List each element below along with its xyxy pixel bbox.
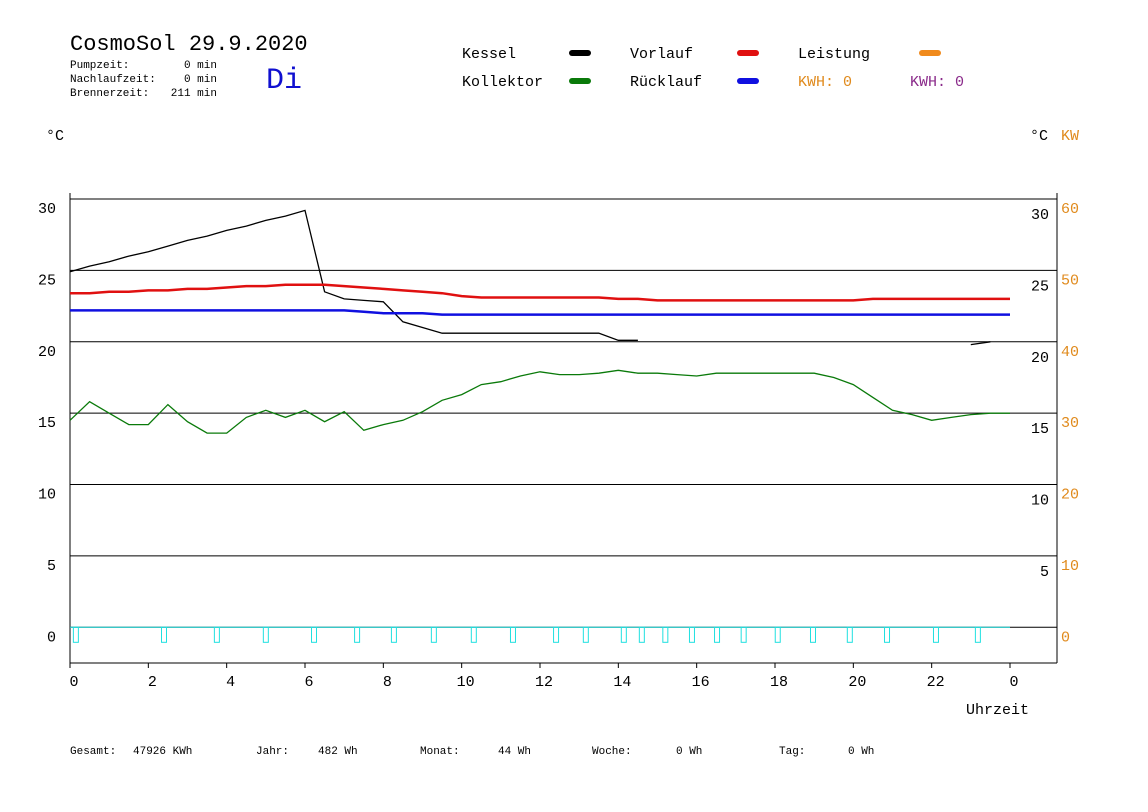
pump-pulse <box>470 626 477 643</box>
x-tick-label: 20 <box>848 674 866 691</box>
x-tick-label: 12 <box>535 674 553 691</box>
y-tick-label: 10 <box>38 487 56 504</box>
legend-label: Leistung <box>798 46 870 63</box>
kwh-total: KWH: 0 <box>798 74 852 91</box>
series-line <box>69 209 638 341</box>
pump-pulse <box>688 626 695 643</box>
footer-value: 0 Wh <box>848 746 874 758</box>
footer-label: Gesamt: <box>70 746 116 758</box>
stat-label: Brennerzeit: <box>70 88 149 100</box>
x-tick-label: 2 <box>148 674 157 691</box>
pump-pulse <box>884 626 891 643</box>
series-line <box>70 309 1010 316</box>
y-unit: °C <box>46 128 64 145</box>
legend-label: Rücklauf <box>630 74 702 91</box>
x-tick-label: 4 <box>226 674 235 691</box>
stat-label: Nachlaufzeit: <box>70 74 156 86</box>
y2-unit: KW <box>1061 128 1079 145</box>
pump-pulse <box>582 626 589 643</box>
y-tick-label: 25 <box>38 272 56 289</box>
footer-label: Jahr: <box>256 746 289 758</box>
stat-value: 211 min <box>171 88 217 100</box>
y-tick-label: 5 <box>47 558 56 575</box>
x-axis-label: Uhrzeit <box>966 702 1029 719</box>
pump-pulse <box>740 626 747 643</box>
pump-pulse <box>161 626 167 643</box>
series-line <box>69 369 1010 434</box>
pump-pulse <box>809 626 816 643</box>
pump-pulse <box>774 626 781 643</box>
footer-label: Woche: <box>592 746 632 758</box>
footer-label: Monat: <box>420 746 460 758</box>
pump-pulse <box>430 626 437 643</box>
y-unit-right: °C <box>1030 128 1048 145</box>
pump-pulse <box>932 626 939 643</box>
y2-tick-label: 50 <box>1061 272 1079 289</box>
footer-value: 0 Wh <box>676 746 702 758</box>
pump-pulse <box>262 626 269 643</box>
pump-pulse <box>390 626 397 643</box>
x-tick-label: 14 <box>613 674 631 691</box>
y-tick-label: 30 <box>38 201 56 218</box>
series-line <box>970 341 991 346</box>
title: CosmoSol 29.9.2020 <box>70 32 308 57</box>
y-tick-label-right: 5 <box>1040 564 1049 581</box>
pump-pulse <box>662 626 669 643</box>
y-tick-label-right: 25 <box>1031 278 1049 295</box>
legend-label: Kollektor <box>462 74 543 91</box>
pump-pulse <box>311 626 318 643</box>
y-tick-label: 20 <box>38 344 56 361</box>
x-tick-label: 0 <box>1009 674 1018 691</box>
footer-value: 482 Wh <box>318 746 358 758</box>
y-tick-label-right: 30 <box>1031 207 1049 224</box>
kwh-total: KWH: 0 <box>910 74 964 91</box>
y2-tick-label: 0 <box>1061 629 1070 646</box>
pump-pulse <box>354 626 361 643</box>
footer-value: 47926 KWh <box>133 746 192 758</box>
weekday: Di <box>266 64 302 98</box>
x-tick-label: 6 <box>304 674 313 691</box>
pump-pulse <box>974 626 981 643</box>
legend-label: Vorlauf <box>630 46 693 63</box>
stat-label: Pumpzeit: <box>70 60 129 72</box>
footer-value: 44 Wh <box>498 746 531 758</box>
x-tick-label: 0 <box>69 674 78 691</box>
y-tick-label-right: 15 <box>1031 421 1049 438</box>
pump-pulse <box>714 626 721 643</box>
y2-tick-label: 30 <box>1061 415 1079 432</box>
stat-value: 0 min <box>184 74 217 86</box>
footer-label: Tag: <box>779 746 805 758</box>
stat-value: 0 min <box>184 60 217 72</box>
legend-label: Kessel <box>462 46 516 63</box>
x-tick-label: 16 <box>692 674 710 691</box>
x-tick-label: 10 <box>457 674 475 691</box>
y-tick-label-right: 20 <box>1031 350 1049 367</box>
y2-tick-label: 40 <box>1061 344 1079 361</box>
x-tick-label: 18 <box>770 674 788 691</box>
y2-tick-label: 20 <box>1061 487 1079 504</box>
y-tick-label-right: 10 <box>1031 493 1049 510</box>
y-tick-label: 0 <box>47 629 56 646</box>
x-tick-label: 22 <box>927 674 945 691</box>
pump-pulse <box>213 626 220 643</box>
series-line <box>70 283 1010 302</box>
y2-tick-label: 60 <box>1061 201 1079 218</box>
pump-pulse <box>638 626 645 643</box>
x-tick-label: 8 <box>383 674 392 691</box>
pump-pulse <box>620 626 627 643</box>
pump-pulse <box>72 626 79 643</box>
pump-pulse <box>553 626 560 643</box>
pump-pulse <box>846 626 853 643</box>
pump-pulse <box>509 626 516 643</box>
y2-tick-label: 10 <box>1061 558 1079 575</box>
y-tick-label: 15 <box>38 415 56 432</box>
